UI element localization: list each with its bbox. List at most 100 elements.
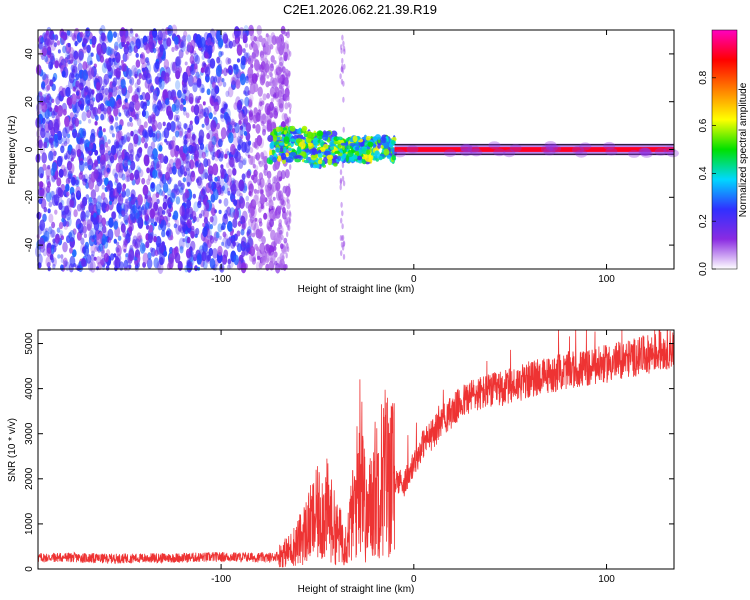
spectrogram-cell	[273, 128, 276, 132]
spectrogram-cell	[108, 152, 114, 161]
spectrogram-cell	[121, 173, 126, 181]
spectrogram-cell	[289, 152, 297, 157]
spectrogram-cell	[158, 169, 163, 178]
spectrogram-cell	[628, 149, 640, 158]
spectrogram-cell	[543, 147, 556, 156]
spectrogram-cell	[249, 204, 253, 209]
spectrogram-cell	[238, 179, 245, 192]
spectrogram-cell	[226, 174, 233, 186]
spectrogram-cell	[279, 230, 283, 235]
spectrogram-cell	[103, 252, 109, 263]
spectrogram-cell	[38, 139, 43, 149]
spectrogram-cell	[166, 122, 172, 131]
spectrogram-cell	[56, 40, 61, 46]
spectrogram-cell	[113, 106, 119, 117]
spectrogram-cell	[83, 157, 87, 162]
spectrogram-cell	[285, 185, 288, 192]
spectrogram-cell	[311, 147, 317, 156]
spectrogram-cell	[226, 237, 232, 247]
spectrogram-cell	[66, 30, 71, 36]
spectrogram-cell	[152, 89, 159, 101]
spectrogram-cell	[116, 244, 122, 257]
spectrogram-cell	[186, 250, 193, 261]
spectrogram-cell	[42, 248, 48, 257]
spectrogram-cell	[145, 62, 152, 75]
spectrogram-cell	[248, 43, 253, 50]
spectrogram-cell	[93, 256, 97, 261]
spectrogram-cell	[214, 176, 218, 182]
spectrogram-cell	[41, 101, 47, 113]
spectrogram-cell	[168, 143, 173, 150]
spectrogram-cell	[134, 73, 138, 79]
spectrogram-cell	[60, 31, 65, 38]
spectrogram-cell	[182, 209, 188, 221]
spectrogram-cell	[265, 33, 269, 38]
spectrogram-cell	[220, 107, 225, 114]
spectrogram-cell	[39, 219, 46, 232]
spectrogram-cell	[131, 179, 136, 186]
spectrogram-cell	[149, 208, 155, 219]
spectrogram-cell	[231, 120, 235, 126]
spectrogram-cell	[157, 121, 162, 130]
spectrogram-cell	[35, 64, 42, 76]
spectrogram-cell	[245, 195, 250, 202]
spectrogram-cell	[122, 104, 126, 110]
spectrogram-cell	[286, 242, 289, 249]
spectrogram-cell	[214, 156, 219, 162]
snr-y-ticks: 0 1000 2000 3000 4000 5000	[24, 332, 674, 572]
spectrogram-cell	[175, 56, 182, 67]
spectrogram-cell	[129, 122, 134, 127]
spectrogram-cell	[72, 34, 77, 42]
spectrogram-cell	[224, 44, 228, 49]
spectrogram-cell	[380, 145, 384, 149]
spectrogram-cell	[48, 33, 55, 45]
spectrogram-cell	[209, 258, 216, 269]
colorbar-tick-label: 0.8	[698, 70, 709, 84]
spectrogram-cell	[296, 146, 302, 155]
spectrogram-cell	[278, 83, 283, 90]
spectrogram-cell	[51, 221, 56, 229]
spectrogram-cell	[160, 100, 167, 112]
spectrogram-cell	[188, 123, 194, 132]
spectrogram-cell	[236, 188, 241, 197]
spectrogram-cell	[131, 95, 136, 102]
colorbar-frame	[711, 29, 738, 270]
spectrogram-cell	[129, 77, 135, 86]
spectrogram-cell	[105, 46, 111, 56]
spectrogram-cell	[47, 46, 51, 51]
spectrogram-cell	[232, 168, 237, 176]
spectrogram-cell	[260, 120, 265, 127]
spectrogram-cell	[264, 244, 270, 254]
spectrogram-cell	[216, 122, 220, 130]
spectrogram-cell	[270, 73, 273, 78]
spectrogram-cell	[38, 41, 44, 50]
spectrogram-cell	[111, 59, 116, 68]
spectrogram-cell	[248, 109, 254, 117]
spectrogram-cell	[191, 210, 197, 220]
spectrogram-cell	[218, 235, 222, 240]
spectrogram-cell	[122, 231, 127, 238]
spectrogram-cell	[145, 92, 151, 102]
spectrogram-cell	[666, 149, 679, 158]
spectrogram-cell	[133, 133, 139, 145]
spectrogram-cell	[265, 201, 269, 207]
spectrogram-cell	[158, 171, 163, 177]
spectrogram-cell	[175, 80, 181, 90]
spectrogram-cell	[269, 142, 274, 149]
spectrogram-cell	[204, 172, 209, 180]
spectrogram-cell	[134, 71, 139, 78]
spectrogram-cell	[174, 44, 179, 52]
spectrogram-cell	[282, 158, 286, 164]
spectrogram-cell	[316, 130, 324, 137]
spectrogram-cell	[152, 169, 158, 179]
spectrogram-cell	[266, 74, 270, 79]
spectrogram-cell	[150, 141, 156, 150]
spectrogram-cell	[71, 176, 76, 186]
spectrogram-cell	[276, 36, 282, 46]
spectrogram-cell	[82, 38, 87, 44]
spectrogram-cell	[73, 59, 78, 66]
spectrogram-cell	[218, 147, 223, 154]
spectrogram-cell	[200, 174, 205, 181]
spectrogram-cell	[333, 141, 341, 145]
spectrogram-cell	[310, 163, 314, 168]
